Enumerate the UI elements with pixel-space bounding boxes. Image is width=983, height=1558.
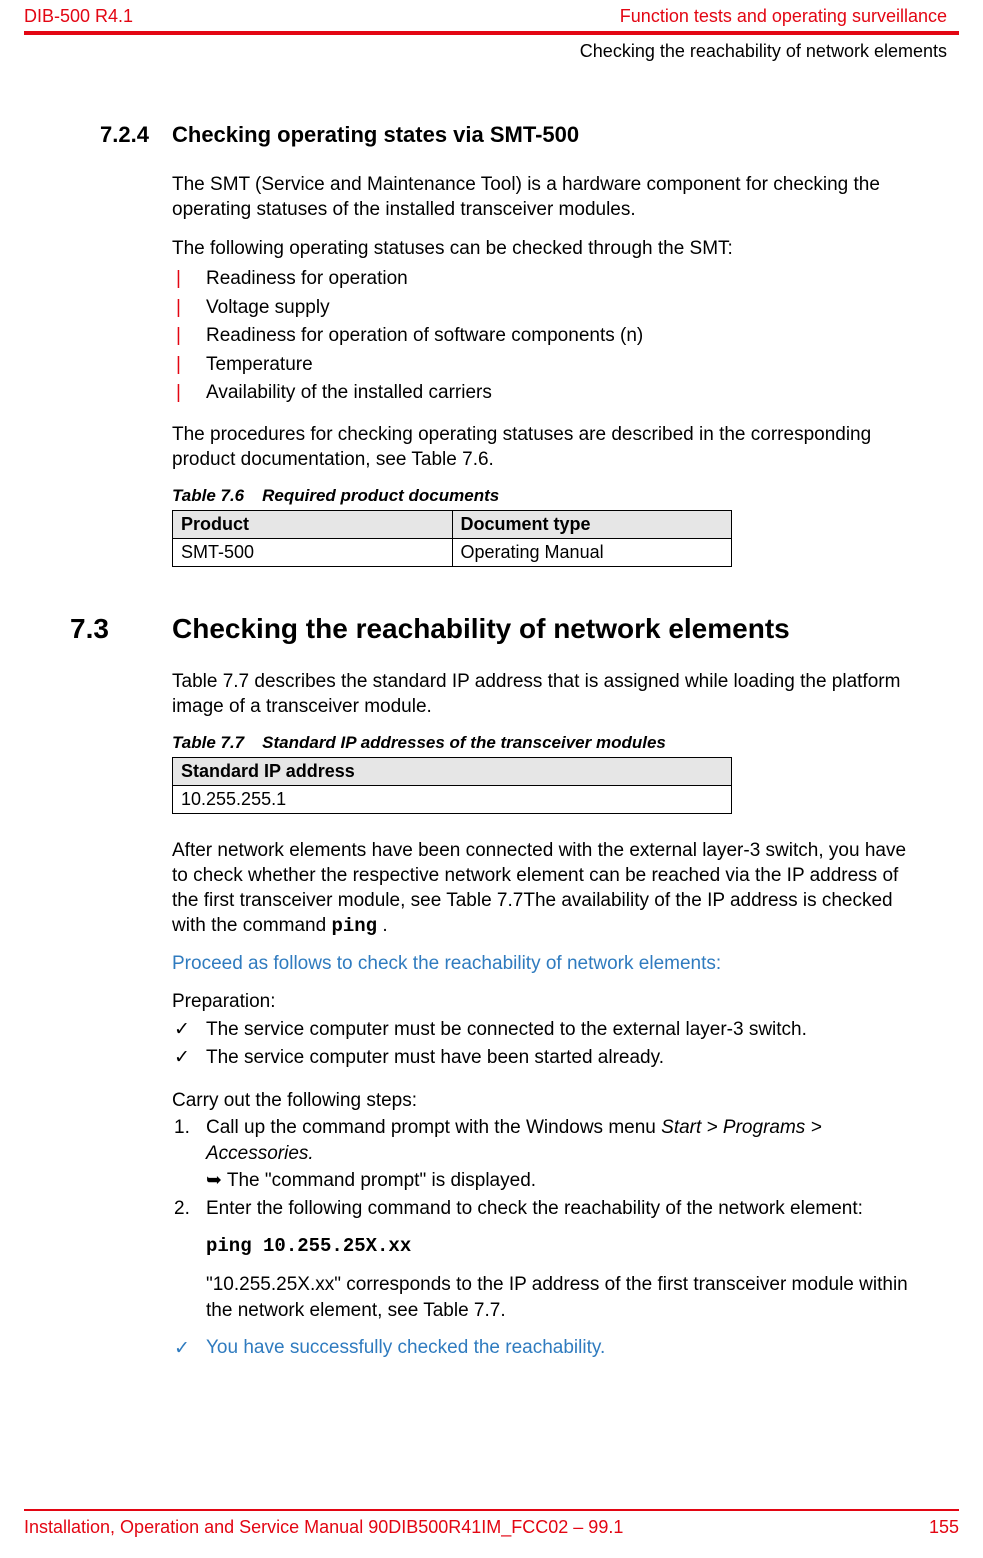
header-product: DIB-500 R4.1 [24,6,133,27]
table-caption-number: Table 7.7 [172,733,244,752]
table-row: Standard IP address [173,758,732,786]
table-row: SMT-500 Operating Manual [173,538,732,566]
paragraph: Table 7.7 describes the standard IP addr… [172,669,919,719]
table-row: Product Document type [173,510,732,538]
table-header-cell: Document type [452,510,732,538]
preparation-label: Preparation: [172,989,919,1014]
heading-number: 7.3 [70,613,172,645]
header-section: Function tests and operating surveillanc… [620,6,947,27]
content: 7.2.4 Checking operating states via SMT-… [0,62,983,1359]
page-header: DIB-500 R4.1 Function tests and operatin… [0,0,983,31]
heading-7-3: 7.3 Checking the reachability of network… [70,613,919,645]
status-list: Readiness for operation Voltage supply R… [172,265,919,408]
list-item: The service computer must have been star… [172,1044,919,1072]
table-header-cell: Product [173,510,453,538]
section-7-3-body: Table 7.7 describes the standard IP addr… [172,669,919,1359]
table-header-cell: Standard IP address [173,758,732,786]
paragraph: The following operating statuses can be … [172,236,919,261]
paragraph: The SMT (Service and Maintenance Tool) i… [172,172,919,222]
footer-rule [24,1509,959,1511]
table-7-7-caption: Table 7.7 Standard IP addresses of the tr… [172,733,919,753]
list-item: Readiness for operation of software comp… [172,322,919,351]
step-item: Enter the following command to check the… [172,1196,919,1223]
steps-list: Call up the command prompt with the Wind… [172,1115,919,1223]
step-result: The "command prompt" is displayed. [206,1168,919,1195]
section-7-2-4-body: The SMT (Service and Maintenance Tool) i… [172,172,919,567]
paragraph: After network elements have been connect… [172,838,919,939]
text-span: . [377,915,388,936]
footer-row: Installation, Operation and Service Manu… [24,1517,959,1538]
table-row: 10.255.255.1 [173,786,732,814]
steps-label: Carry out the following steps: [172,1088,919,1113]
list-item: Temperature [172,351,919,380]
text-span: Call up the command prompt with the Wind… [206,1117,661,1138]
list-item: Voltage supply [172,294,919,323]
page-footer: Installation, Operation and Service Manu… [24,1509,959,1538]
table-caption-text: Required product documents [262,486,499,505]
inline-code: ping [331,915,377,937]
table-caption-number: Table 7.6 [172,486,244,505]
header-subsection: Checking the reachability of network ele… [0,35,983,62]
heading-title: Checking the reachability of network ele… [172,613,790,645]
heading-7-2-4: 7.2.4 Checking operating states via SMT-… [100,122,919,148]
list-item: Readiness for operation [172,265,919,294]
heading-number: 7.2.4 [100,122,172,148]
procedure-heading: Proceed as follows to check the reachabi… [172,953,919,975]
step-item: Call up the command prompt with the Wind… [172,1115,919,1195]
paragraph: "10.255.25X.xx" corresponds to the IP ad… [206,1272,919,1325]
command-line: ping 10.255.25X.xx [206,1233,919,1260]
table-caption-text: Standard IP addresses of the transceiver… [262,733,666,752]
footer-page-number: 155 [929,1517,959,1538]
table-cell: SMT-500 [173,538,453,566]
success-note: You have successfully checked the reacha… [172,1337,919,1359]
heading-title: Checking operating states via SMT-500 [172,122,579,148]
list-item: The service computer must be connected t… [172,1016,919,1044]
page: DIB-500 R4.1 Function tests and operatin… [0,0,983,1558]
table-7-6: Product Document type SMT-500 Operating … [172,510,732,567]
text-span: After network elements have been connect… [172,840,906,936]
table-7-7: Standard IP address 10.255.255.1 [172,757,732,814]
table-cell: Operating Manual [452,538,732,566]
table-7-6-caption: Table 7.6 Required product documents [172,486,919,506]
list-item: Availability of the installed carriers [172,379,919,408]
table-cell: 10.255.255.1 [173,786,732,814]
paragraph: The procedures for checking operating st… [172,422,919,472]
preparation-list: The service computer must be connected t… [172,1016,919,1071]
footer-doc-id: Installation, Operation and Service Manu… [24,1517,623,1538]
